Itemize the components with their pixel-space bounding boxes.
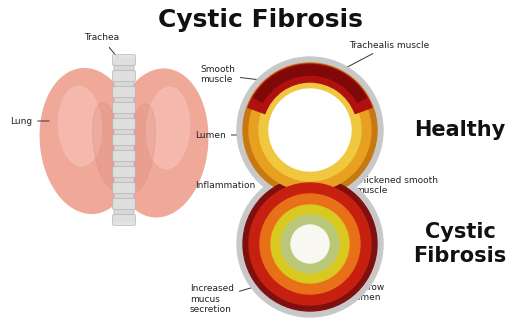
Text: Lumen: Lumen xyxy=(195,130,291,140)
FancyBboxPatch shape xyxy=(112,167,136,177)
Ellipse shape xyxy=(93,103,123,189)
Text: Trachea: Trachea xyxy=(84,34,124,66)
FancyBboxPatch shape xyxy=(112,70,136,82)
Circle shape xyxy=(237,57,383,203)
Ellipse shape xyxy=(40,69,136,213)
Circle shape xyxy=(243,63,377,197)
Text: Smooth
muscle: Smooth muscle xyxy=(200,65,268,84)
Circle shape xyxy=(249,183,371,305)
Circle shape xyxy=(260,194,360,294)
FancyBboxPatch shape xyxy=(112,199,136,210)
Text: Narrow
lumen: Narrow lumen xyxy=(335,265,384,303)
Ellipse shape xyxy=(125,104,155,192)
Circle shape xyxy=(243,177,377,311)
Text: Healthy: Healthy xyxy=(414,120,505,140)
FancyBboxPatch shape xyxy=(112,102,136,113)
Text: Lung: Lung xyxy=(10,116,49,126)
Ellipse shape xyxy=(112,69,208,217)
Wedge shape xyxy=(254,65,366,102)
Ellipse shape xyxy=(59,86,101,166)
Text: Increased
mucus
secretion: Increased mucus secretion xyxy=(190,284,265,314)
Text: Cystic
Fibrosis: Cystic Fibrosis xyxy=(413,222,506,266)
FancyBboxPatch shape xyxy=(112,183,136,194)
Text: Trachealis muscle: Trachealis muscle xyxy=(335,40,429,73)
FancyBboxPatch shape xyxy=(112,215,136,226)
Text: Inflammation: Inflammation xyxy=(195,181,271,195)
FancyBboxPatch shape xyxy=(112,86,136,97)
Circle shape xyxy=(259,79,361,181)
FancyBboxPatch shape xyxy=(112,151,136,161)
Text: Thickened smooth
muscle: Thickened smooth muscle xyxy=(348,176,438,201)
Circle shape xyxy=(271,205,349,283)
Ellipse shape xyxy=(147,87,189,169)
Wedge shape xyxy=(248,64,372,113)
FancyBboxPatch shape xyxy=(112,118,136,129)
Circle shape xyxy=(249,69,371,191)
FancyBboxPatch shape xyxy=(112,135,136,145)
Circle shape xyxy=(281,215,339,273)
Circle shape xyxy=(291,225,329,263)
Circle shape xyxy=(237,171,383,317)
FancyBboxPatch shape xyxy=(112,54,136,66)
Text: Cystic Fibrosis: Cystic Fibrosis xyxy=(158,8,362,32)
FancyBboxPatch shape xyxy=(114,59,134,221)
Circle shape xyxy=(269,89,351,171)
